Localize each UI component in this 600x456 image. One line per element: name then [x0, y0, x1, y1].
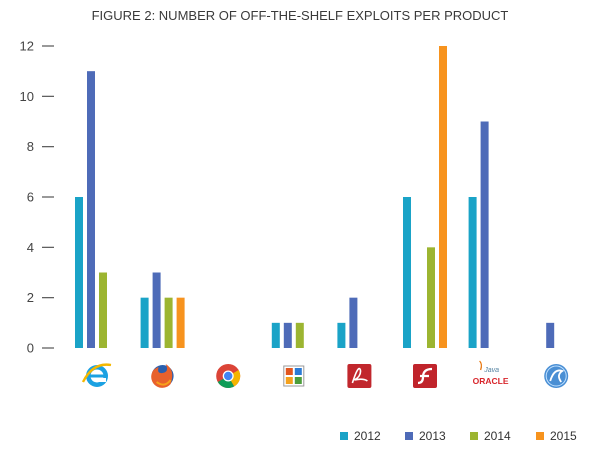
y-tick-label: 6 — [27, 190, 34, 205]
bar-2014-firefox — [164, 297, 173, 348]
y-tick-label: 8 — [27, 139, 34, 154]
legend-label-2012: 2012 — [354, 429, 381, 443]
legend-swatch-2015 — [536, 432, 544, 440]
bar-2014-flash — [427, 247, 435, 348]
bar-2014-internet-explorer — [99, 272, 107, 348]
y-tick-label: 0 — [27, 341, 34, 356]
bar-2012-adobe-reader — [337, 322, 346, 348]
y-tick-label: 2 — [27, 290, 34, 305]
legend-swatch-2013 — [405, 432, 413, 440]
legend-swatch-2014 — [470, 432, 478, 440]
legend-label-2014: 2014 — [484, 429, 511, 443]
y-tick-label: 4 — [27, 240, 34, 255]
bar-2013-firefox — [152, 272, 161, 348]
legend-label-2013: 2013 — [419, 429, 446, 443]
bar-2013-adobe-reader — [349, 297, 358, 348]
oracle-logo-text: ORACLE — [473, 376, 509, 386]
bar-2012-internet-explorer — [75, 197, 83, 348]
bar-2012-office — [271, 322, 280, 348]
firefox-icon — [151, 364, 174, 388]
bar-2013-silverlight — [546, 322, 555, 348]
bar-2014-office — [295, 322, 304, 348]
adobe-reader-icon — [347, 364, 372, 388]
bar-2013-office — [283, 322, 292, 348]
chrome-icon — [216, 364, 241, 389]
bar-2015-firefox — [176, 297, 185, 348]
java-logo-text: Java — [483, 367, 499, 374]
legend: 2012 2013 2014 2015 — [340, 429, 577, 443]
legend-swatch-2012 — [340, 432, 348, 440]
bar-2012-flash — [403, 197, 411, 348]
bar-2013-internet-explorer — [87, 71, 95, 349]
y-tick-label: 12 — [20, 39, 34, 54]
internet-explorer-icon — [81, 363, 112, 387]
silverlight-icon — [544, 364, 569, 388]
office-icon — [283, 365, 305, 387]
chart-title: FIGURE 2: NUMBER OF OFF-THE-SHELF EXPLOI… — [92, 8, 509, 23]
legend-label-2015: 2015 — [550, 429, 577, 443]
bars — [75, 46, 555, 349]
java-oracle-icon: Java ORACLE — [473, 360, 509, 386]
flash-icon — [413, 364, 437, 388]
bar-2013-java-oracle — [480, 121, 489, 348]
product-icons: Java ORACLE — [81, 360, 569, 389]
bar-2012-java-oracle — [468, 197, 477, 348]
bar-2012-firefox — [140, 297, 149, 348]
y-axis: 0 2 4 6 8 10 12 — [20, 39, 54, 356]
bar-2015-flash — [439, 46, 447, 348]
y-tick-label: 10 — [20, 89, 34, 104]
